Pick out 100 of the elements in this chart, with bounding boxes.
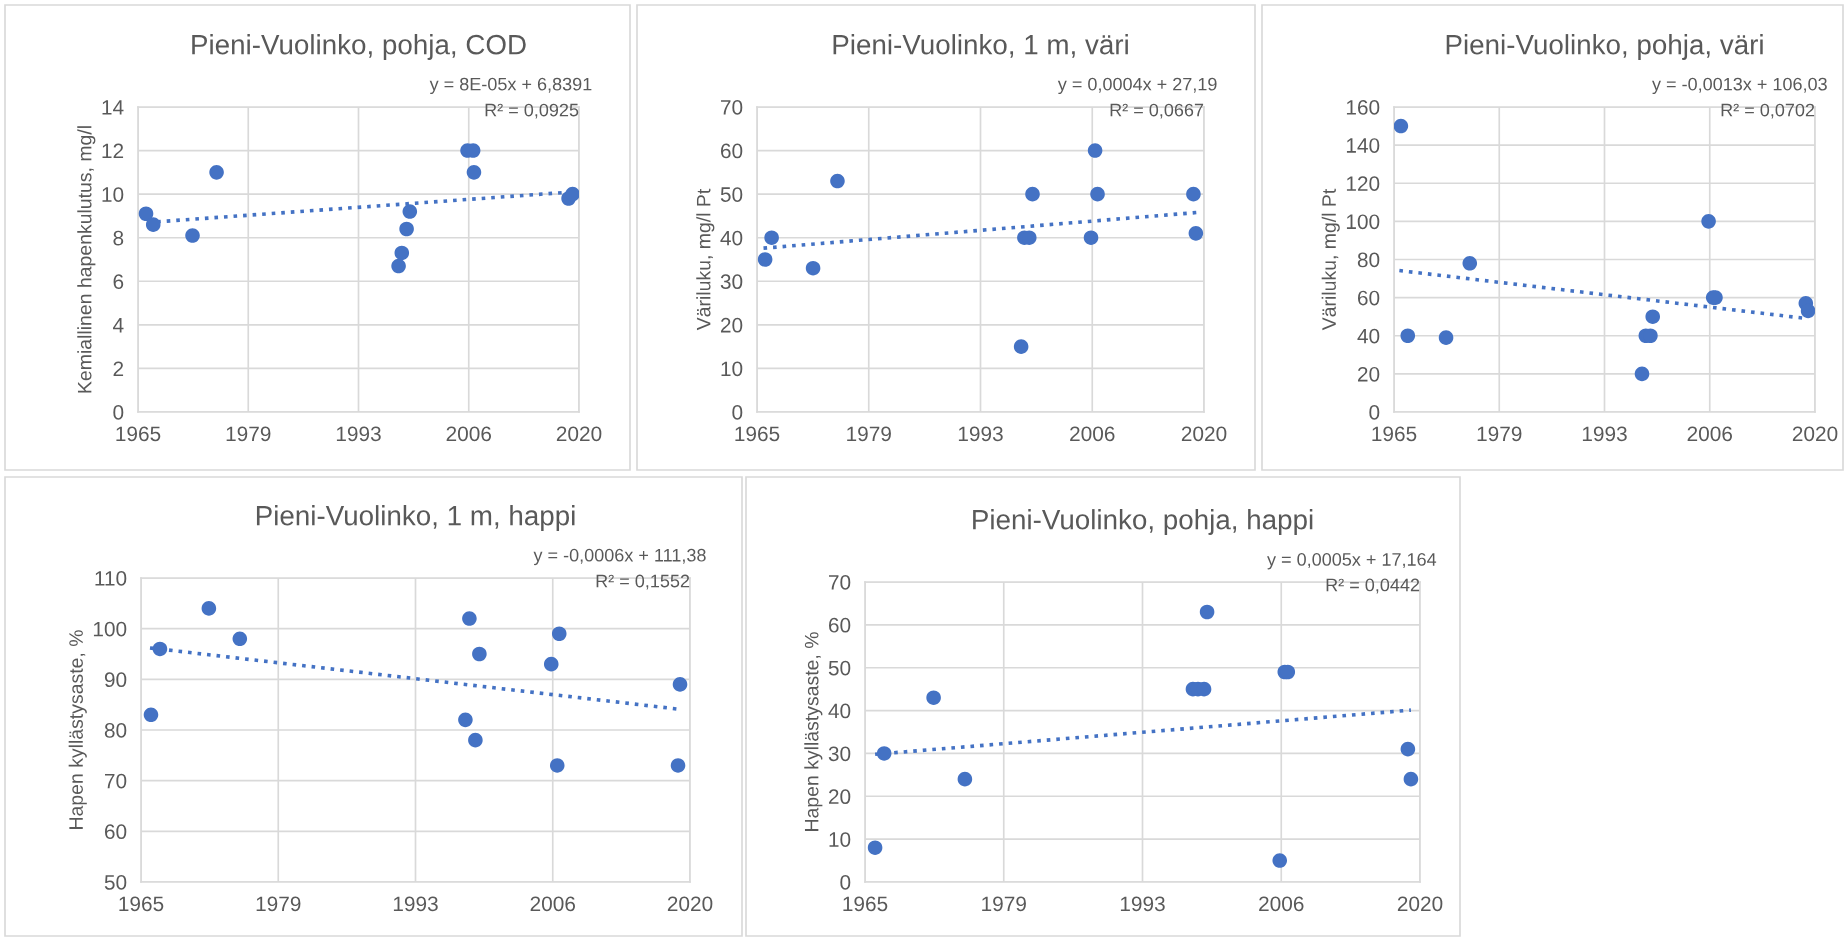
point xyxy=(143,707,159,723)
x-tick-label: 1965 xyxy=(1372,426,1417,442)
point xyxy=(402,204,418,219)
text: y = -0,0006x + 111,38 xyxy=(533,548,706,566)
x-tick-label: 1965 xyxy=(843,896,888,912)
y-tick-label: 10 xyxy=(102,187,124,202)
y-tick-label: 40 xyxy=(1357,328,1380,344)
y-tick-label: 80 xyxy=(104,723,127,738)
x-tick-label: 2020 xyxy=(556,426,602,442)
text: y = 0,0005x + 17,164 xyxy=(1267,553,1437,570)
x-tick-label: 2006 xyxy=(446,426,492,442)
point xyxy=(201,601,217,616)
y-tick-label: 40 xyxy=(828,703,851,719)
x-tick-label: 2006 xyxy=(530,896,576,912)
y-tick-label: 140 xyxy=(1346,138,1380,153)
point xyxy=(1400,328,1416,344)
chart-title: Pieni-Vuolinko, pohja, happi xyxy=(973,509,1313,535)
x-tick-label: 1965 xyxy=(119,896,164,912)
y-tick-label: 60 xyxy=(721,143,743,159)
x-tick-label: 2020 xyxy=(1397,896,1443,912)
chart-title: Pieni-Vuolinko, pohja, väri xyxy=(1446,34,1763,60)
y-tick-label: 110 xyxy=(95,571,127,586)
point xyxy=(152,641,168,657)
y-axis-title: Väriluku, mg/l Pt xyxy=(696,188,715,331)
point xyxy=(399,221,414,237)
point xyxy=(1188,226,1204,241)
x-tick-label: 2020 xyxy=(1181,426,1227,442)
y-tick-label: 0 xyxy=(840,875,851,890)
x-tick-label: 1993 xyxy=(1120,896,1165,912)
x-tick-label: 1979 xyxy=(1477,426,1522,442)
point xyxy=(805,260,821,276)
chart-title: Pieni-Vuolinko, 1 m, väri xyxy=(833,34,1128,58)
y-tick-label: 60 xyxy=(1358,290,1380,306)
point xyxy=(462,611,477,626)
point xyxy=(472,646,487,662)
y-tick-label: 0 xyxy=(113,405,124,420)
y-tick-label: 70 xyxy=(829,575,851,590)
point xyxy=(867,840,883,855)
point xyxy=(1090,186,1105,202)
text: y = 8E-05x + 6,8391 xyxy=(429,77,592,95)
y-tick-label: 160 xyxy=(1346,100,1380,115)
y-tick-label: 30 xyxy=(828,746,851,762)
y-tick-label: 70 xyxy=(105,773,127,789)
y-tick-label: 60 xyxy=(105,824,127,840)
point xyxy=(466,165,482,180)
y-tick-label: 30 xyxy=(720,274,743,290)
annotation: R² = 0,1552 xyxy=(596,574,690,590)
y-tick-label: 60 xyxy=(829,617,851,633)
y-tick-label: 50 xyxy=(104,875,127,890)
x-tick-label: 2020 xyxy=(1792,426,1838,442)
text: y = 0,0004x + 27,19 xyxy=(1057,77,1217,95)
y-tick-label: 0 xyxy=(732,405,743,420)
point xyxy=(468,732,483,748)
point xyxy=(1800,303,1815,319)
y-tick-label: 100 xyxy=(1346,214,1380,230)
x-tick-label: 1965 xyxy=(735,426,780,442)
point xyxy=(1083,230,1099,245)
annotation: R² = 0,0925 xyxy=(485,103,579,119)
y-tick-label: 10 xyxy=(721,361,743,377)
y-tick-label: 6 xyxy=(113,274,124,290)
y-tick-label: 50 xyxy=(828,660,851,676)
y-tick-label: 4 xyxy=(113,318,124,333)
y-axis-title: Hapen kyllästysaste, % xyxy=(68,630,87,829)
x-tick-label: 2020 xyxy=(667,896,713,912)
y-tick-label: 100 xyxy=(93,621,127,637)
y-tick-label: 90 xyxy=(104,672,127,688)
chart-title: Pieni-Vuolinko, 1 m, happi xyxy=(256,505,575,531)
point xyxy=(1645,309,1661,324)
point xyxy=(672,677,688,692)
point xyxy=(565,186,579,202)
x-tick-label: 1993 xyxy=(336,426,381,442)
y-tick-label: 80 xyxy=(1357,252,1380,268)
y-axis-title: Väriluku, mg/l Pt xyxy=(1321,188,1340,331)
point xyxy=(957,771,973,787)
point xyxy=(1634,366,1650,382)
point xyxy=(145,217,161,232)
x-tick-label: 2006 xyxy=(1259,896,1304,912)
point xyxy=(549,758,565,773)
point xyxy=(1438,330,1454,345)
point xyxy=(1462,256,1478,271)
y-tick-label: 8 xyxy=(113,230,124,246)
y-tick-label: 50 xyxy=(720,187,743,202)
x-tick-label: 1979 xyxy=(226,426,271,442)
point xyxy=(209,165,224,180)
y-tick-label: 2 xyxy=(113,361,124,376)
point xyxy=(394,245,410,261)
x-tick-label: 1993 xyxy=(393,896,438,912)
point xyxy=(1087,143,1103,158)
annotation: R² = 0,0442 xyxy=(1326,578,1420,594)
y-axis-title: Kemiallinen hapenkulutus, mg/l xyxy=(77,126,96,393)
y-tick-label: 0 xyxy=(1369,405,1380,420)
annotation: R² = 0,0702 xyxy=(1721,103,1815,119)
point xyxy=(1013,339,1029,354)
point xyxy=(543,656,559,672)
y-tick-label: 20 xyxy=(1357,366,1380,382)
x-tick-label: 1965 xyxy=(116,426,161,442)
x-tick-label: 1979 xyxy=(982,896,1026,912)
point xyxy=(1272,853,1288,868)
point xyxy=(764,230,779,245)
chart-title: Pieni-Vuolinko, pohja, COD xyxy=(192,34,526,60)
